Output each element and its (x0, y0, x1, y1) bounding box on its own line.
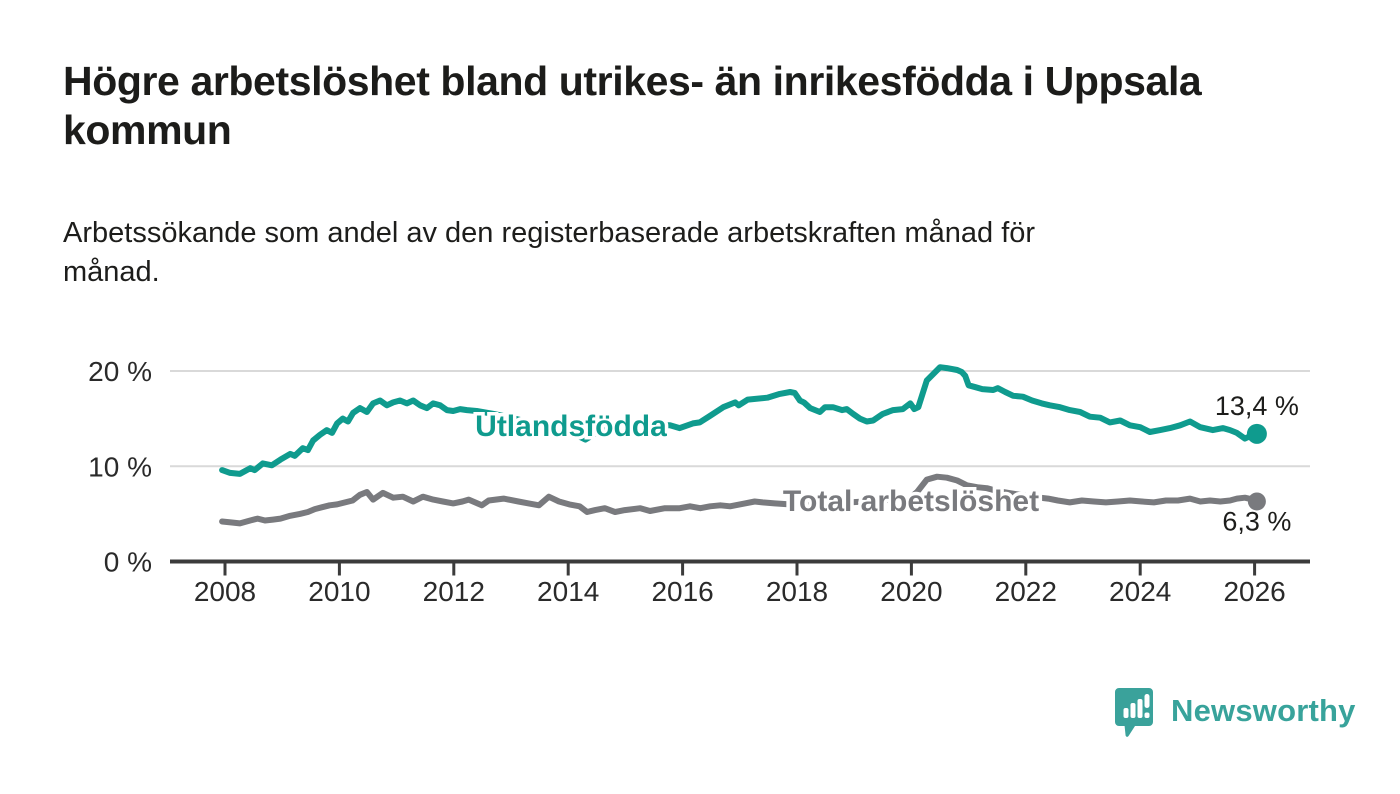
x-tick-label: 2008 (194, 576, 256, 607)
x-tick-label: 2020 (880, 576, 942, 607)
x-tick-label: 2014 (537, 576, 599, 607)
x-tick-label: 2018 (766, 576, 828, 607)
x-tick-label: 2012 (423, 576, 485, 607)
series-label-utlandsfodda: Utlandsfödda (475, 410, 667, 443)
series-label-total-arbetsloshet: Total arbetslöshet (783, 485, 1039, 518)
chart-subtitle: Arbetssökande som andel av den registerb… (63, 214, 1313, 293)
page-title-line-2: kommun (63, 107, 232, 154)
logo-bar-small (1123, 708, 1129, 718)
brand-footer: Newsworthy (1115, 687, 1356, 739)
logo-exclamation-dot (1144, 712, 1150, 718)
end-value-label-total-arbetsloshet: 6,3 % (1222, 506, 1291, 536)
y-tick-label: 10 % (88, 451, 152, 482)
x-tick-label: 2016 (651, 576, 713, 607)
x-tick-label: 2022 (995, 576, 1057, 607)
brand-name: Newsworthy (1171, 693, 1356, 728)
end-dot-total-arbetsloshet (1247, 492, 1266, 511)
logo-bar-medium (1130, 703, 1136, 718)
series-line-utlandsfodda (219, 364, 1260, 477)
end-dot-utlandsfodda (1246, 423, 1267, 444)
x-tick-label: 2010 (308, 576, 370, 607)
logo-exclamation-bar (1144, 694, 1150, 708)
logo-bar-large (1137, 699, 1143, 718)
y-tick-label: 20 % (88, 356, 152, 387)
line-chart: Utlandsfödda Total arbetslöshet 13,4 % 6,3 … (0, 325, 1400, 630)
line-chart-canvas: Utlandsfödda Total arbetslöshet 13,4 % 6,3 … (88, 356, 1310, 607)
page-title: Högre arbetslöshet bland utrikes- än inr… (63, 57, 1353, 155)
x-tick-label: 2026 (1223, 576, 1285, 607)
y-tick-label: 0 % (104, 547, 152, 578)
end-value-label-utlandsfodda: 13,4 % (1215, 391, 1299, 421)
series-line-total-arbetsloshet (219, 473, 1260, 527)
x-tick-label: 2024 (1109, 576, 1171, 607)
page-title-line-1: Högre arbetslöshet bland utrikes- än inr… (63, 58, 1202, 104)
chart-subtitle-line-2: månad. (63, 256, 160, 289)
newsworthy-logo-icon (1115, 688, 1153, 737)
chart-subtitle-line-1: Arbetssökande som andel av den registerb… (63, 217, 1036, 249)
